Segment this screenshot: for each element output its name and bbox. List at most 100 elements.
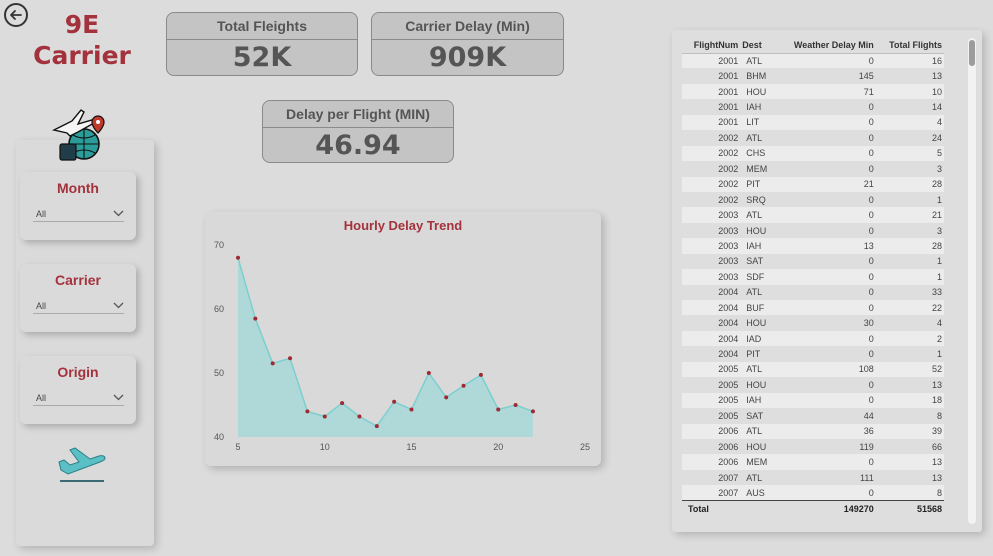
cell-dest: ATL bbox=[740, 284, 776, 300]
cell-weather-delay: 36 bbox=[775, 423, 876, 439]
cell-total-flights: 4 bbox=[875, 114, 944, 131]
table-row[interactable]: 2002 SRQ 0 1 bbox=[682, 191, 944, 208]
cell-weather-delay: 145 bbox=[775, 68, 876, 84]
origin-slicer-title: Origin bbox=[57, 364, 99, 380]
chart-title: Hourly Delay Trend bbox=[343, 218, 463, 233]
chart-point bbox=[426, 371, 431, 375]
cell-flightnum: 2002 bbox=[682, 191, 741, 208]
table-row[interactable]: 2005 HOU 0 13 bbox=[682, 377, 944, 393]
table-row[interactable]: 2003 ATL 0 21 bbox=[682, 207, 944, 223]
cell-total-flights: 1 bbox=[875, 191, 944, 208]
cell-dest: IAH bbox=[740, 99, 776, 115]
month-dropdown[interactable]: All bbox=[33, 206, 124, 222]
table-row[interactable]: 2002 CHS 0 5 bbox=[682, 145, 944, 162]
table-row[interactable]: 2006 HOU 119 66 bbox=[682, 438, 944, 455]
table-scrollbar[interactable] bbox=[968, 38, 976, 524]
table-row[interactable]: 2004 IAD 0 2 bbox=[682, 330, 944, 347]
table-row[interactable]: 2003 SAT 0 1 bbox=[682, 253, 944, 270]
table-row[interactable]: 2002 PIT 21 28 bbox=[682, 176, 944, 192]
cell-total-flights: 13 bbox=[875, 377, 944, 393]
cell-weather-delay: 0 bbox=[775, 53, 876, 69]
airplane-takeoff-icon[interactable] bbox=[56, 442, 108, 486]
cell-flightnum: 2001 bbox=[682, 114, 741, 131]
table-row[interactable]: 2004 BUF 0 22 bbox=[682, 300, 944, 316]
cell-total-flights: 39 bbox=[875, 423, 944, 439]
cell-total-flights: 8 bbox=[875, 408, 944, 424]
table-row[interactable]: 2007 AUS 0 8 bbox=[682, 485, 944, 501]
table-row[interactable]: 2005 IAH 0 18 bbox=[682, 392, 944, 409]
cell-total-flights: 5 bbox=[875, 145, 944, 162]
table-row[interactable]: 2006 MEM 0 13 bbox=[682, 454, 944, 470]
table-row[interactable]: 2002 ATL 0 24 bbox=[682, 130, 944, 146]
cell-total-flights: 1 bbox=[875, 346, 944, 362]
table-row[interactable]: 2007 ATL 111 13 bbox=[682, 469, 944, 486]
cell-flightnum: 2007 bbox=[682, 469, 741, 486]
origin-dropdown-value: All bbox=[36, 392, 47, 403]
scrollbar-thumb[interactable] bbox=[969, 40, 975, 66]
cell-weather-delay: 0 bbox=[775, 222, 876, 239]
cell-dest: MEM bbox=[740, 161, 776, 177]
table-row[interactable]: 2003 SDF 0 1 bbox=[682, 269, 944, 285]
chart-point bbox=[253, 316, 258, 321]
cell-flightnum: 2003 bbox=[682, 238, 741, 254]
cell-total-flights: 24 bbox=[875, 130, 944, 146]
table-row[interactable]: 2003 IAH 13 28 bbox=[682, 238, 944, 254]
cell-flightnum: 2004 bbox=[682, 346, 741, 362]
table-header-row: FlightNum Dest Weather Delay Min Total F… bbox=[682, 37, 944, 54]
table-row[interactable]: 2005 ATL 108 52 bbox=[682, 361, 944, 378]
cell-dest: BHM bbox=[740, 68, 776, 84]
table-row[interactable]: 2004 PIT 0 1 bbox=[682, 346, 944, 362]
cell-dest: ATL bbox=[740, 469, 776, 486]
table-row[interactable]: 2003 HOU 0 3 bbox=[682, 222, 944, 239]
carrier-delay-card: Carrier Delay (Min) 909K bbox=[371, 12, 564, 76]
chart-plot: 40 50 60 70 5 10 15 20 25 bbox=[214, 240, 590, 452]
col-header-weather-delay[interactable]: Weather Delay Min bbox=[775, 37, 876, 54]
cell-flightnum: 2001 bbox=[682, 68, 741, 84]
table-total-row: Total 149270 51568 bbox=[682, 500, 944, 517]
carrier-delay-label: Carrier Delay (Min) bbox=[372, 13, 563, 40]
chart-point bbox=[374, 424, 379, 429]
table-row[interactable]: 2001 LIT 0 4 bbox=[682, 114, 944, 131]
cell-weather-delay: 111 bbox=[775, 469, 876, 486]
table-row[interactable]: 2001 BHM 145 13 bbox=[682, 68, 944, 84]
cell-flightnum: 2006 bbox=[682, 438, 741, 455]
cell-weather-delay: 0 bbox=[775, 392, 876, 409]
table-row[interactable]: 2004 HOU 30 4 bbox=[682, 315, 944, 331]
cell-dest: SDF bbox=[740, 269, 776, 285]
y-tick-label: 70 bbox=[214, 240, 224, 250]
chart-point bbox=[478, 372, 483, 377]
table-row[interactable]: 2001 ATL 0 16 bbox=[682, 53, 944, 69]
table-row[interactable]: 2006 ATL 36 39 bbox=[682, 423, 944, 439]
month-slicer-title: Month bbox=[57, 180, 99, 196]
x-tick-label: 25 bbox=[580, 442, 590, 452]
table-row[interactable]: 2004 ATL 0 33 bbox=[682, 284, 944, 300]
table-row[interactable]: 2005 SAT 44 8 bbox=[682, 408, 944, 424]
cell-weather-delay: 13 bbox=[775, 238, 876, 254]
cell-flightnum: 2004 bbox=[682, 315, 741, 331]
table-row[interactable]: 2001 IAH 0 14 bbox=[682, 99, 944, 115]
col-header-flightnum[interactable]: FlightNum bbox=[682, 37, 741, 54]
chart-point bbox=[236, 255, 240, 260]
cell-total-flights: 4 bbox=[875, 315, 944, 331]
col-header-total-flights[interactable]: Total Flights bbox=[875, 37, 944, 54]
chart-area bbox=[238, 257, 533, 437]
cell-dest: SRQ bbox=[740, 191, 776, 208]
cell-weather-delay: 0 bbox=[775, 284, 876, 300]
cell-flightnum: 2003 bbox=[682, 222, 741, 239]
cell-weather-delay: 71 bbox=[775, 83, 876, 100]
total-flights: 51568 bbox=[875, 500, 944, 517]
cell-dest: HOU bbox=[740, 83, 776, 100]
table-row[interactable]: 2002 MEM 0 3 bbox=[682, 161, 944, 177]
chevron-down-icon bbox=[113, 394, 124, 401]
cell-flightnum: 2002 bbox=[682, 176, 741, 192]
origin-dropdown[interactable]: All bbox=[33, 390, 124, 406]
col-header-dest[interactable]: Dest bbox=[740, 37, 776, 54]
cell-total-flights: 28 bbox=[875, 176, 944, 192]
cell-dest: PIT bbox=[740, 176, 776, 192]
back-button[interactable] bbox=[4, 3, 28, 27]
chart-point bbox=[513, 403, 518, 407]
carrier-dropdown[interactable]: All bbox=[33, 298, 124, 314]
cell-flightnum: 2003 bbox=[682, 253, 741, 270]
table-row[interactable]: 2001 HOU 71 10 bbox=[682, 83, 944, 100]
cell-weather-delay: 0 bbox=[775, 377, 876, 393]
